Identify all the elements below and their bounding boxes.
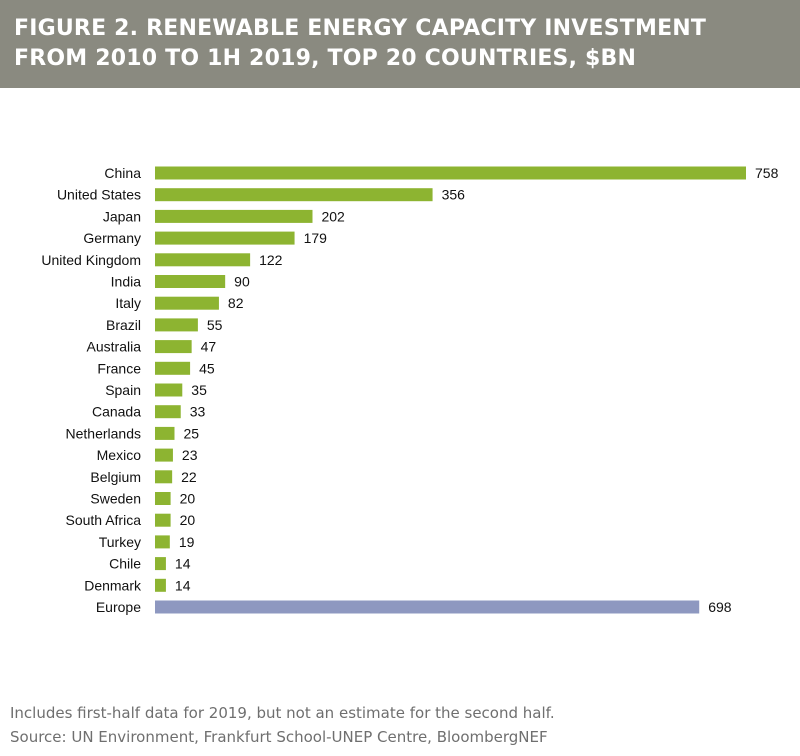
footnote-note: Includes first-half data for 2019, but n… [10,704,555,722]
bar-spain [155,383,183,397]
category-label-chile: Chile [109,556,141,572]
value-label-china: 758 [755,165,779,181]
value-label-europe: 698 [708,599,732,615]
bar-chile [155,557,166,571]
category-label-belgium: Belgium [90,469,141,485]
value-label-turkey: 19 [179,534,195,550]
value-label-south-africa: 20 [180,512,196,528]
category-label-australia: Australia [87,339,142,355]
value-label-spain: 35 [191,382,207,398]
category-label-france: France [97,360,141,376]
category-label-mexico: Mexico [97,447,142,463]
value-label-denmark: 14 [175,577,191,593]
category-label-europe: Europe [96,599,141,615]
value-label-belgium: 22 [181,469,197,485]
value-label-italy: 82 [228,295,244,311]
category-label-turkey: Turkey [99,534,141,550]
value-label-france: 45 [199,360,215,376]
bar-italy [155,296,219,310]
category-label-spain: Spain [105,382,141,398]
category-label-japan: Japan [103,208,141,224]
value-label-india: 90 [234,274,250,290]
bar-belgium [155,470,173,484]
category-label-united-states: United States [57,187,141,203]
category-label-south-africa: South Africa [66,512,142,528]
bar-japan [155,209,313,223]
category-label-germany: Germany [83,230,141,246]
bar-netherlands [155,426,175,440]
value-label-brazil: 55 [207,317,223,333]
bar-india [155,275,226,288]
bar-canada [155,405,181,419]
category-label-india: India [111,274,142,290]
bar-chart: China 758 United States 356 Japan 202 Germany 1… [41,165,779,615]
bar-united-kingdom [155,253,251,267]
bar-brazil [155,318,198,332]
value-label-netherlands: 25 [183,425,199,441]
bar-australia [155,340,192,354]
value-label-chile: 14 [175,556,191,572]
value-label-japan: 202 [321,208,345,224]
value-label-united-kingdom: 122 [259,252,283,268]
bar-china [155,166,746,180]
figure-title: FIGURE 2. RENEWABLE ENERGY CAPACITY INVE… [14,16,707,71]
value-label-australia: 47 [201,339,217,355]
value-label-sweden: 20 [180,491,196,507]
bar-turkey [155,535,170,549]
bar-denmark [155,578,166,592]
bar-united-states [155,188,433,202]
figure-header: FIGURE 2. RENEWABLE ENERGY CAPACITY INVE… [0,0,800,88]
category-label-brazil: Brazil [106,317,141,333]
value-label-canada: 33 [190,404,206,420]
category-label-netherlands: Netherlands [66,425,142,441]
bar-france [155,361,191,375]
bar-south-africa [155,513,171,527]
bar-europe [155,600,700,614]
bar-germany [155,231,295,245]
value-label-united-states: 356 [442,187,466,203]
category-label-denmark: Denmark [84,577,142,593]
category-label-canada: Canada [92,404,141,420]
footnote-source: Source: UN Environment, Frankfurt School… [10,728,548,746]
category-label-china: China [104,165,141,181]
category-label-italy: Italy [115,295,141,311]
category-label-sweden: Sweden [90,491,141,507]
category-label-united-kingdom: United Kingdom [41,252,141,268]
bar-mexico [155,448,173,462]
value-label-germany: 179 [304,230,328,246]
bar-sweden [155,492,171,505]
value-label-mexico: 23 [182,447,198,463]
